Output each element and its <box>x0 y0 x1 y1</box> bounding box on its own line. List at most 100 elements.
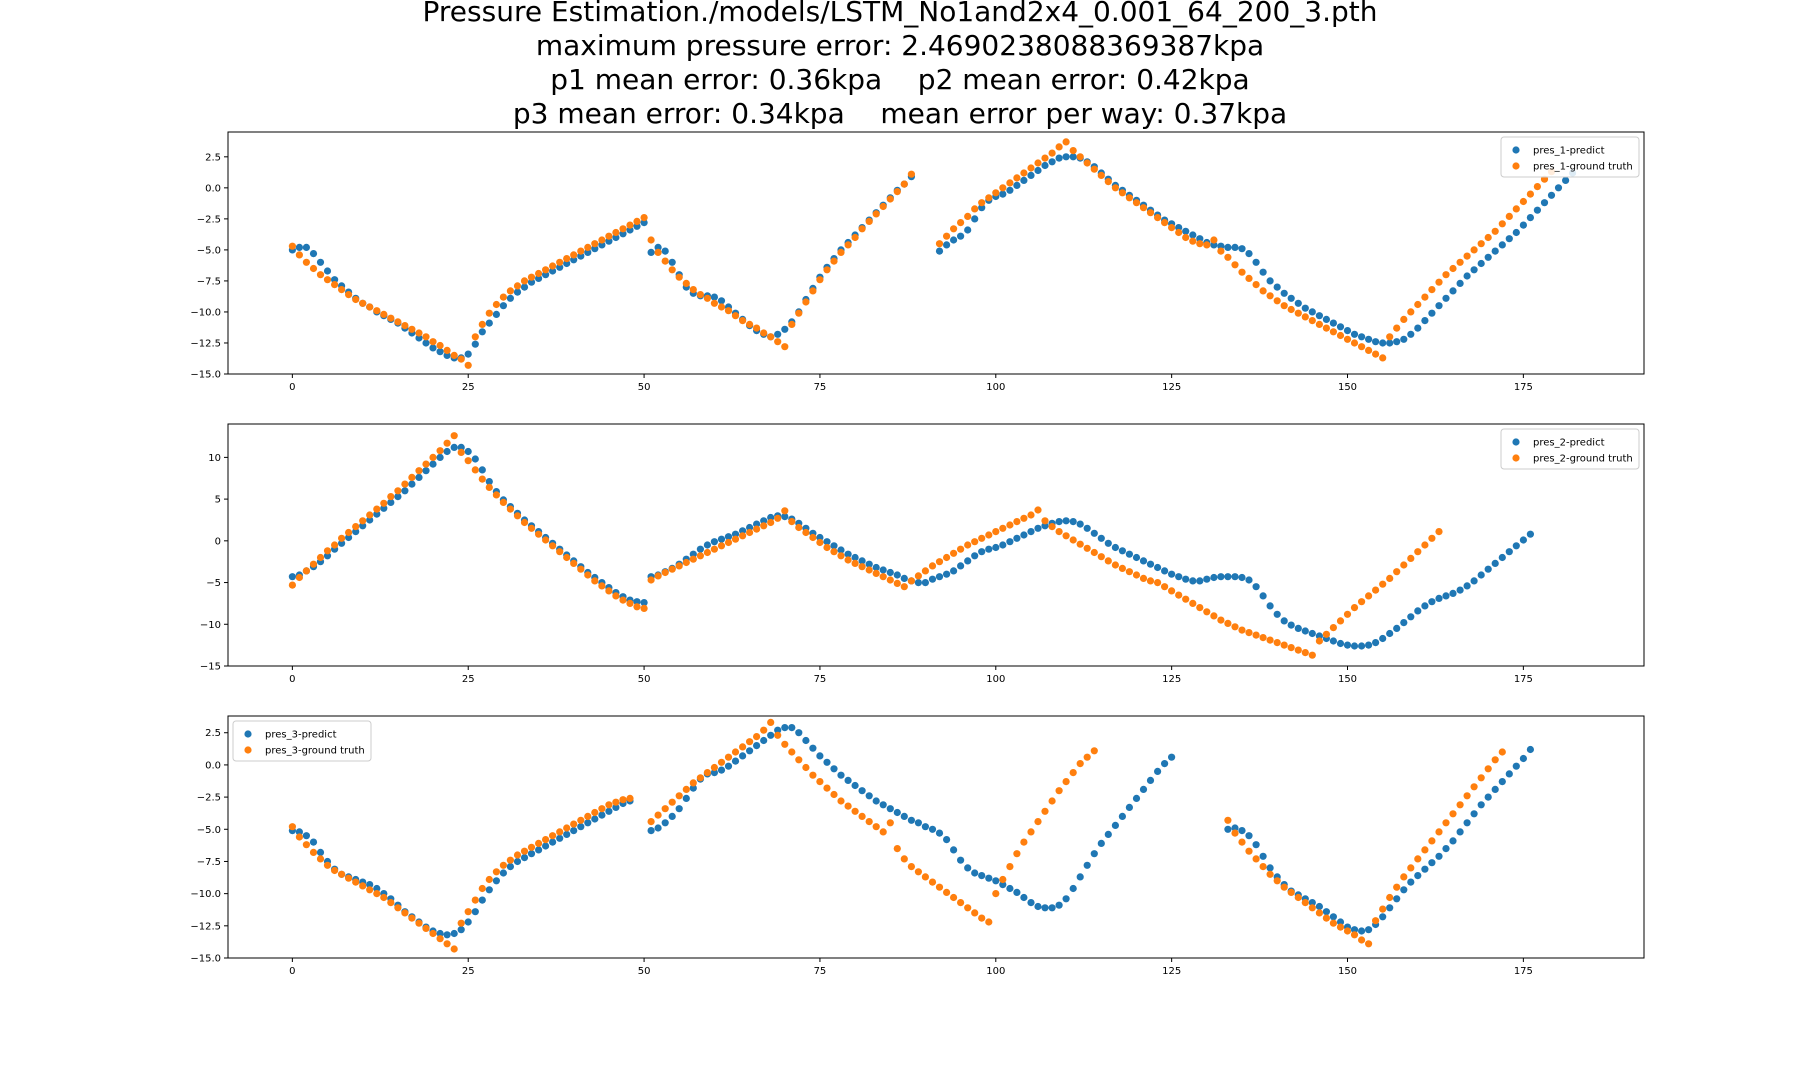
data-point <box>1386 333 1394 341</box>
x-tick-label: 150 <box>1338 966 1357 977</box>
data-point <box>1139 557 1148 565</box>
data-point <box>1407 613 1415 621</box>
data-point <box>1400 873 1408 881</box>
data-point <box>1336 918 1345 926</box>
data-point <box>739 532 747 540</box>
data-point <box>1343 927 1352 935</box>
data-point <box>1322 315 1330 323</box>
y-tick-label: −12.5 <box>190 921 221 932</box>
data-point <box>1224 243 1232 251</box>
data-point <box>464 918 472 926</box>
data-point <box>1484 233 1492 242</box>
data-point <box>900 855 908 863</box>
data-point <box>1329 328 1337 336</box>
data-point <box>851 781 859 790</box>
data-point <box>964 226 972 234</box>
data-point <box>1379 354 1387 362</box>
data-point <box>914 572 923 580</box>
data-point <box>612 592 620 600</box>
data-point <box>429 929 437 938</box>
data-point <box>584 248 592 256</box>
data-point <box>1414 548 1422 556</box>
data-point <box>1372 338 1380 346</box>
data-point <box>520 847 529 855</box>
data-point <box>1238 827 1246 835</box>
data-point <box>746 320 754 328</box>
data-point <box>485 478 493 486</box>
data-point <box>309 838 318 846</box>
data-point <box>1484 565 1492 573</box>
data-point <box>443 439 451 447</box>
data-point <box>914 579 923 587</box>
data-point <box>598 582 606 590</box>
data-point <box>1294 309 1302 317</box>
data-point <box>1358 642 1366 650</box>
data-point <box>753 324 761 332</box>
data-point <box>1027 164 1035 172</box>
data-point <box>1336 923 1345 931</box>
data-point <box>457 443 465 451</box>
x-tick-label: 0 <box>289 382 295 393</box>
data-point <box>605 807 613 815</box>
data-point <box>1491 785 1499 794</box>
data-point <box>591 577 599 585</box>
data-point <box>809 533 817 542</box>
data-point <box>1449 837 1457 845</box>
data-point <box>760 736 768 745</box>
data-point <box>858 787 866 795</box>
data-point <box>429 338 437 346</box>
data-point <box>731 535 740 543</box>
data-point <box>436 929 444 938</box>
data-point <box>450 432 458 440</box>
data-point <box>1456 586 1464 594</box>
data-point <box>1020 176 1028 184</box>
data-point <box>1512 762 1520 770</box>
data-point <box>1336 617 1345 625</box>
data-point <box>858 225 866 233</box>
data-point <box>774 726 782 734</box>
data-point <box>605 801 613 809</box>
data-point <box>338 286 346 294</box>
data-point <box>1189 599 1197 608</box>
data-point <box>1301 627 1309 635</box>
data-point <box>556 548 564 556</box>
data-point <box>1224 253 1232 261</box>
data-point <box>964 904 972 912</box>
data-point <box>1421 602 1429 610</box>
data-point <box>1189 237 1197 245</box>
data-point <box>957 856 965 864</box>
data-point <box>739 752 747 760</box>
data-point <box>886 195 894 203</box>
data-point <box>535 269 543 278</box>
data-point <box>1498 220 1506 228</box>
data-point <box>971 538 979 546</box>
data-point <box>1498 553 1506 562</box>
data-point <box>1308 904 1316 912</box>
data-point <box>619 225 627 233</box>
data-point <box>1118 547 1126 555</box>
data-point <box>844 802 852 810</box>
data-point <box>935 573 944 581</box>
data-point <box>1111 821 1119 830</box>
legend-label: pres_2-predict <box>1533 438 1605 449</box>
data-point <box>380 310 388 318</box>
data-point <box>316 848 325 857</box>
data-point <box>1484 793 1492 801</box>
data-point <box>1097 171 1105 179</box>
data-point <box>1161 760 1169 768</box>
data-point <box>1519 221 1527 229</box>
data-point <box>1435 594 1443 603</box>
data-point <box>591 240 599 248</box>
data-point <box>1125 550 1133 558</box>
data-point <box>647 818 655 826</box>
data-point <box>1449 810 1457 818</box>
data-point <box>1245 832 1253 840</box>
data-point <box>1161 583 1169 591</box>
data-point <box>323 552 332 560</box>
data-point <box>1393 895 1401 903</box>
subplot-2: 0 25 50 75 100 125 150 1751050−5−10−15pres_2-pr… <box>200 423 1645 685</box>
data-point <box>499 861 507 869</box>
data-point <box>957 232 965 240</box>
data-point <box>999 190 1007 198</box>
data-point <box>935 883 944 891</box>
